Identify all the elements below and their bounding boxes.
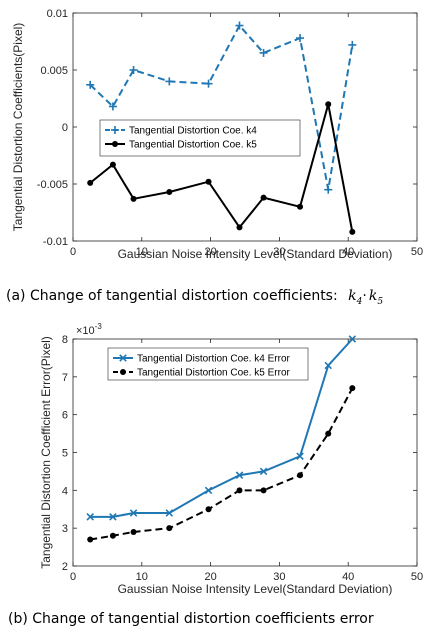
data-point <box>166 188 173 195</box>
data-point <box>236 224 243 231</box>
data-point <box>205 506 212 513</box>
legend-label: Tangential Distortion Coe. k5 Error <box>137 368 291 379</box>
data-point <box>235 471 244 479</box>
data-point <box>109 532 116 539</box>
y-tick-label: 0 <box>62 122 68 134</box>
chart-a: 0 10 20 30 40 50 -0.01 -0.005 0 0.005 0.01 Gaussia… <box>6 8 423 307</box>
data-point <box>325 430 332 437</box>
data-point <box>235 21 244 30</box>
data-point <box>109 161 116 168</box>
data-point <box>348 40 357 49</box>
data-point <box>349 228 356 235</box>
y-tick-label: -0.01 <box>43 236 68 248</box>
data-point <box>297 472 304 479</box>
y-tick-label: 0.01 <box>47 8 68 20</box>
data-point <box>87 536 94 543</box>
x-tick-label: 50 <box>411 571 423 583</box>
data-point <box>260 194 267 201</box>
data-point <box>324 185 333 194</box>
y-tick-label: 3 <box>62 523 68 535</box>
series-line <box>89 23 354 190</box>
chart-a-x-axis-label: Gaussian Noise Intensity Level(Standard … <box>118 247 393 261</box>
y-tick-label: 5 <box>62 448 68 460</box>
data-point <box>165 77 174 86</box>
chart-b-y-axis-label: Tangential Distortion Coefficient Error(… <box>39 336 53 569</box>
y-tick-label: 4 <box>62 485 68 497</box>
chart-b: 0 10 20 30 40 50 2 3 4 5 6 7 8 ×10-3 Gaussian Noise … <box>8 322 423 627</box>
y-tick-label: 7 <box>62 372 68 384</box>
x-tick-label: 50 <box>411 246 423 258</box>
legend-marker <box>112 141 118 147</box>
series-line <box>90 338 354 518</box>
data-point <box>108 102 117 111</box>
chart-b-caption: (b) Change of tangential distortion coef… <box>8 611 374 627</box>
legend-marker <box>120 369 126 375</box>
x-tick-label: 30 <box>273 246 285 258</box>
y-tick-label: 8 <box>62 334 68 346</box>
data-point <box>130 528 137 535</box>
chart-a-y-axis-label: Tangential Distortion Coefficients(Pixel… <box>11 23 25 232</box>
legend-marker <box>111 126 119 134</box>
data-point <box>348 335 357 343</box>
data-point <box>165 509 174 517</box>
chart-b-y-multiplier: ×10-3 <box>76 322 102 337</box>
data-point <box>296 452 304 461</box>
data-point <box>236 487 243 494</box>
legend-label: Tangential Distortion Coe. k4 <box>129 126 257 137</box>
data-point <box>259 467 268 476</box>
y-tick-label: -0.005 <box>37 179 68 191</box>
data-point <box>129 509 138 517</box>
data-point <box>204 486 213 495</box>
x-tick-label: 20 <box>204 246 216 258</box>
x-tick-label: 10 <box>136 246 148 258</box>
x-tick-label: 40 <box>342 246 354 258</box>
y-tick-label: 0.005 <box>40 65 68 77</box>
legend-marker <box>119 354 127 362</box>
series-line <box>89 103 354 233</box>
chart-a-caption: (a) Change of tangential distortion coef… <box>6 288 383 307</box>
x-tick-label: 40 <box>342 571 354 583</box>
chart-a-ticks: 0 10 20 30 40 50 -0.01 -0.005 0 0.005 0.01 <box>37 8 423 258</box>
chart-b-ticks: 0 10 20 30 40 50 2 3 4 5 6 7 8 <box>62 334 423 583</box>
x-tick-label: 10 <box>136 571 148 583</box>
data-point <box>204 79 213 88</box>
data-point <box>129 66 138 74</box>
data-point <box>130 195 137 202</box>
data-point <box>296 34 305 43</box>
x-tick-label: 20 <box>204 571 216 583</box>
legend-label: Tangential Distortion Coe. k5 <box>129 140 257 151</box>
chart-b-series <box>86 335 357 543</box>
data-point <box>260 487 267 494</box>
data-point <box>86 513 94 521</box>
data-point <box>324 361 333 370</box>
y-tick-label: 2 <box>62 561 68 573</box>
y-tick-label: 6 <box>62 410 68 422</box>
chart-b-x-axis-label: Gaussian Noise Intensity Level(Standard … <box>118 582 393 596</box>
x-tick-label: 0 <box>70 571 76 583</box>
x-tick-label: 0 <box>70 246 76 258</box>
chart-b-legend: Tangential Distortion Coe. k4 Error Tange… <box>107 347 309 381</box>
data-point <box>349 385 356 392</box>
series-line <box>90 387 354 541</box>
data-point <box>87 179 94 186</box>
data-point <box>325 101 332 108</box>
data-point <box>166 525 173 532</box>
data-point <box>109 513 117 521</box>
data-point <box>205 178 212 185</box>
chart-a-legend: Tangential Distortion Coe. k4 Tangential … <box>99 119 301 157</box>
data-point <box>259 48 268 57</box>
x-tick-label: 30 <box>273 571 285 583</box>
data-point <box>297 203 304 210</box>
data-point <box>86 80 95 89</box>
legend-label: Tangential Distortion Coe. k4 Error <box>137 354 291 365</box>
chart-a-series <box>86 21 357 235</box>
